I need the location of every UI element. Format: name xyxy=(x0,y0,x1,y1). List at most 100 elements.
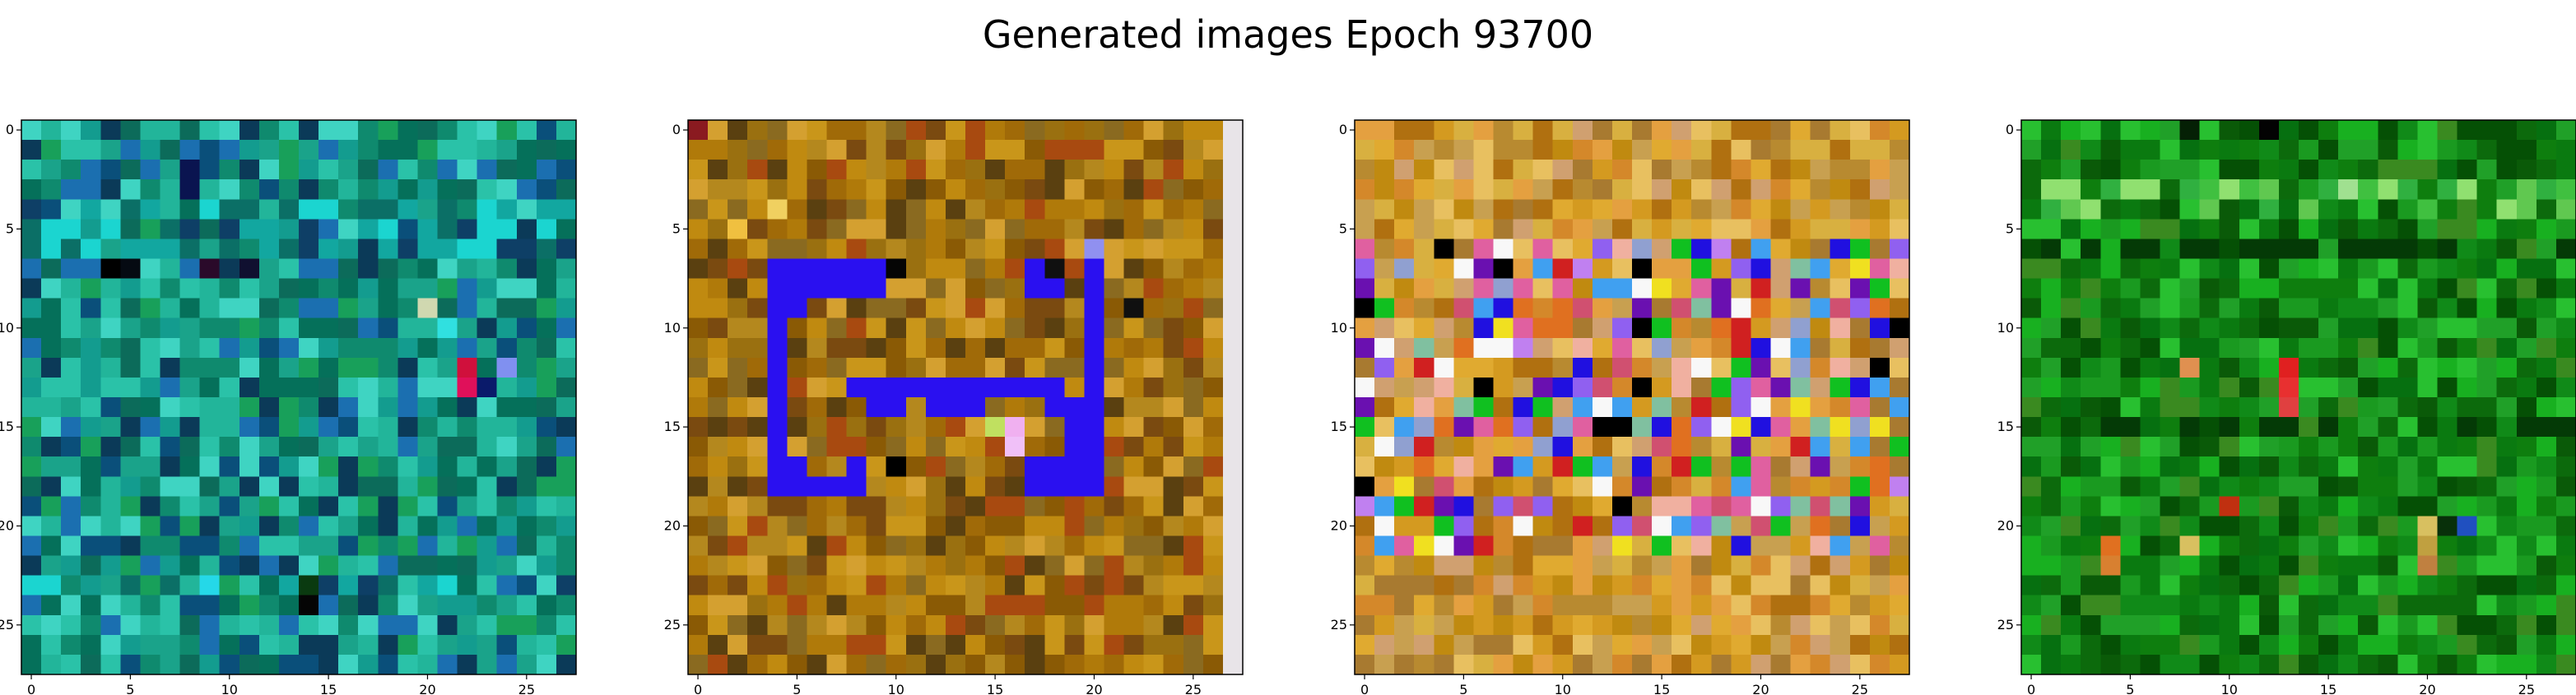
heatmap-cell xyxy=(2239,357,2260,378)
heatmap-cell xyxy=(1869,397,1890,418)
heatmap-cell xyxy=(1611,278,1633,299)
heatmap-cell xyxy=(728,614,748,636)
heatmap-cell xyxy=(1711,337,1732,359)
heatmap-cell xyxy=(258,397,280,418)
heatmap-cell xyxy=(1672,516,1692,537)
heatmap-cell xyxy=(1611,140,1633,160)
heatmap-cell xyxy=(1163,317,1184,339)
heatmap-cell xyxy=(2496,575,2518,596)
heatmap-cell xyxy=(2278,377,2299,398)
heatmap-cell xyxy=(866,317,887,339)
heatmap-cell xyxy=(457,535,478,557)
heatmap-cell xyxy=(239,258,260,280)
heatmap-cell xyxy=(1790,516,1811,537)
heatmap-cell xyxy=(417,516,439,537)
heatmap-cell xyxy=(1453,140,1475,160)
heatmap-cell xyxy=(2199,120,2220,141)
heatmap-cell xyxy=(41,397,62,418)
heatmap-cell xyxy=(278,120,300,141)
heatmap-cell xyxy=(179,278,201,299)
heatmap-cell xyxy=(1830,614,1851,636)
heatmap-cell xyxy=(2021,298,2042,319)
heatmap-cell xyxy=(2397,417,2419,438)
heatmap-cell xyxy=(2120,298,2141,319)
heatmap-cell xyxy=(2437,614,2458,636)
heatmap-cell xyxy=(985,437,1006,457)
heatmap-cell xyxy=(2496,258,2518,280)
heatmap-cell xyxy=(299,317,319,339)
heatmap-cell xyxy=(767,397,788,418)
heatmap-cell xyxy=(2516,298,2537,319)
heatmap-cell xyxy=(985,397,1006,418)
heatmap-cell xyxy=(1869,535,1890,557)
heatmap-cell xyxy=(457,317,478,339)
heatmap-cell xyxy=(1751,337,1772,359)
heatmap-cell xyxy=(1025,337,1045,359)
heatmap-cell xyxy=(2536,437,2557,457)
heatmap-cell xyxy=(2061,516,2081,537)
heatmap-cell xyxy=(140,357,161,378)
heatmap-cell xyxy=(2061,377,2081,398)
heatmap-cell xyxy=(1711,595,1732,616)
heatmap-cell xyxy=(556,634,577,656)
heatmap-cell xyxy=(2318,239,2339,260)
heatmap-cell xyxy=(2299,377,2319,398)
heatmap-cell xyxy=(2140,575,2161,596)
heatmap-cell xyxy=(398,160,419,180)
heatmap-cell xyxy=(2555,337,2576,359)
heatmap-cell xyxy=(2318,140,2339,160)
heatmap-cell xyxy=(2160,199,2181,220)
heatmap-cell xyxy=(807,140,828,160)
heatmap-cell xyxy=(358,377,379,398)
heatmap-cell xyxy=(2140,654,2161,675)
heatmap-cell xyxy=(2140,258,2161,280)
heatmap-cell xyxy=(2555,476,2576,497)
heatmap-cell xyxy=(1493,595,1514,616)
heatmap-cell xyxy=(477,199,498,220)
heatmap-cell xyxy=(2199,258,2220,280)
heatmap-cell xyxy=(61,317,81,339)
heatmap-cell xyxy=(826,595,848,616)
heatmap-cell xyxy=(985,199,1006,220)
heatmap-cell xyxy=(1434,298,1454,319)
heatmap-cell xyxy=(728,377,748,398)
heatmap-cell xyxy=(2160,278,2181,299)
heatmap-cell xyxy=(826,417,848,438)
heatmap-cell xyxy=(1493,535,1514,557)
heatmap-cell xyxy=(1123,140,1145,160)
heatmap-cell xyxy=(2378,654,2398,675)
heatmap-cell xyxy=(1374,317,1395,339)
heatmap-cell xyxy=(2160,239,2181,260)
heatmap-cell xyxy=(925,535,946,557)
heatmap-cell xyxy=(81,120,101,141)
heatmap-cell xyxy=(2496,239,2518,260)
heatmap-cell xyxy=(787,456,808,477)
heatmap-cell xyxy=(985,160,1006,180)
heatmap-cell xyxy=(1532,219,1554,240)
image-panel-1: 0 5 10 15 20 25 0 5 10 15 20 25 xyxy=(0,107,584,695)
heatmap-cell xyxy=(2258,278,2280,299)
heatmap-cell xyxy=(846,437,867,457)
x-tick-label: 15 xyxy=(2320,682,2337,695)
heatmap-cell xyxy=(905,595,927,616)
heatmap-cell xyxy=(1183,377,1204,398)
heatmap-cell xyxy=(140,654,161,675)
heatmap-cell xyxy=(965,516,986,537)
heatmap-cell xyxy=(378,496,398,517)
heatmap-cell xyxy=(1493,437,1514,457)
heatmap-cell xyxy=(2021,555,2042,577)
heatmap-cell xyxy=(708,654,728,675)
heatmap-cell xyxy=(2555,575,2576,596)
heatmap-cell xyxy=(417,120,439,141)
heatmap-cell xyxy=(1493,476,1514,497)
heatmap-cell xyxy=(767,516,788,537)
heatmap-cell xyxy=(1123,298,1145,319)
heatmap-cell xyxy=(278,199,300,220)
heatmap-cell xyxy=(728,317,748,339)
heatmap-cell xyxy=(21,219,42,240)
heatmap-cell xyxy=(708,357,728,378)
heatmap-cell xyxy=(1202,377,1224,398)
heatmap-cell xyxy=(1889,654,1910,675)
heatmap-cell xyxy=(1104,417,1125,438)
